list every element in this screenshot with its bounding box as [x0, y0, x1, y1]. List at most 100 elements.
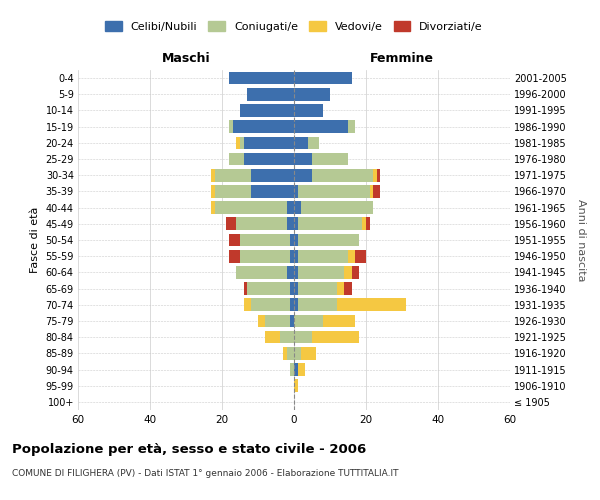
Bar — [251, 185, 294, 198]
Bar — [323, 314, 355, 328]
Bar — [240, 250, 290, 262]
Bar — [290, 282, 294, 295]
Text: COMUNE DI FILIGHERA (PV) - Dati ISTAT 1° gennaio 2006 - Elaborazione TUTTITALIA.: COMUNE DI FILIGHERA (PV) - Dati ISTAT 1°… — [12, 469, 398, 478]
Y-axis label: Fasce di età: Fasce di età — [30, 207, 40, 273]
Bar — [287, 218, 294, 230]
Bar — [294, 314, 323, 328]
Bar — [244, 136, 294, 149]
Bar — [344, 282, 352, 295]
Bar — [294, 104, 323, 117]
Bar — [247, 282, 290, 295]
Text: Femmine: Femmine — [370, 52, 434, 65]
Text: Maschi: Maschi — [161, 52, 211, 65]
Bar — [211, 202, 215, 214]
Bar — [337, 282, 344, 295]
Bar — [290, 250, 294, 262]
Bar — [344, 266, 352, 278]
Bar — [294, 202, 301, 214]
Bar — [290, 298, 294, 311]
Bar — [211, 185, 215, 198]
Bar — [294, 298, 298, 311]
Y-axis label: Anni di nascita: Anni di nascita — [577, 198, 586, 281]
Bar — [308, 136, 319, 149]
Bar — [240, 234, 290, 246]
Bar — [373, 185, 380, 198]
Bar — [265, 314, 290, 328]
Bar — [290, 234, 294, 246]
Bar — [229, 120, 233, 133]
Bar — [294, 152, 312, 166]
Bar — [229, 234, 240, 246]
Bar — [370, 185, 373, 198]
Bar — [229, 250, 240, 262]
Bar — [258, 314, 265, 328]
Bar — [251, 298, 290, 311]
Bar — [287, 347, 294, 360]
Bar — [294, 331, 312, 344]
Bar — [265, 331, 280, 344]
Bar — [215, 185, 251, 198]
Bar — [298, 266, 344, 278]
Bar — [348, 120, 355, 133]
Text: Popolazione per età, sesso e stato civile - 2006: Popolazione per età, sesso e stato civil… — [12, 442, 366, 456]
Bar — [301, 202, 373, 214]
Bar — [283, 347, 287, 360]
Bar — [294, 380, 298, 392]
Bar — [362, 218, 366, 230]
Bar — [290, 363, 294, 376]
Bar — [247, 88, 294, 101]
Bar — [236, 266, 287, 278]
Bar — [294, 347, 301, 360]
Bar — [294, 234, 298, 246]
Bar — [312, 169, 373, 181]
Bar — [229, 152, 244, 166]
Bar — [244, 152, 294, 166]
Legend: Celibi/Nubili, Coniugati/e, Vedovi/e, Divorziati/e: Celibi/Nubili, Coniugati/e, Vedovi/e, Di… — [102, 18, 486, 35]
Bar — [233, 120, 294, 133]
Bar — [298, 250, 348, 262]
Bar — [287, 266, 294, 278]
Bar — [226, 218, 236, 230]
Bar — [215, 202, 287, 214]
Bar — [215, 169, 251, 181]
Bar — [348, 250, 355, 262]
Bar — [294, 88, 330, 101]
Bar — [294, 266, 298, 278]
Bar — [298, 185, 370, 198]
Bar — [373, 169, 377, 181]
Bar — [352, 266, 359, 278]
Bar — [294, 169, 312, 181]
Bar — [251, 169, 294, 181]
Bar — [294, 363, 298, 376]
Bar — [312, 152, 348, 166]
Bar — [301, 347, 316, 360]
Bar — [294, 185, 298, 198]
Bar — [298, 298, 337, 311]
Bar — [244, 282, 247, 295]
Bar — [240, 104, 294, 117]
Bar — [312, 331, 359, 344]
Bar — [240, 136, 244, 149]
Bar — [294, 72, 352, 85]
Bar — [294, 282, 298, 295]
Bar — [355, 250, 366, 262]
Bar — [294, 136, 308, 149]
Bar — [236, 136, 240, 149]
Bar — [337, 298, 406, 311]
Bar — [290, 314, 294, 328]
Bar — [298, 363, 305, 376]
Bar — [280, 331, 294, 344]
Bar — [298, 282, 337, 295]
Bar — [298, 234, 359, 246]
Bar — [229, 72, 294, 85]
Bar — [236, 218, 287, 230]
Bar — [377, 169, 380, 181]
Bar — [211, 169, 215, 181]
Bar — [294, 250, 298, 262]
Bar — [366, 218, 370, 230]
Bar — [294, 120, 348, 133]
Bar — [244, 298, 251, 311]
Bar — [287, 202, 294, 214]
Bar — [294, 218, 298, 230]
Bar — [298, 218, 362, 230]
